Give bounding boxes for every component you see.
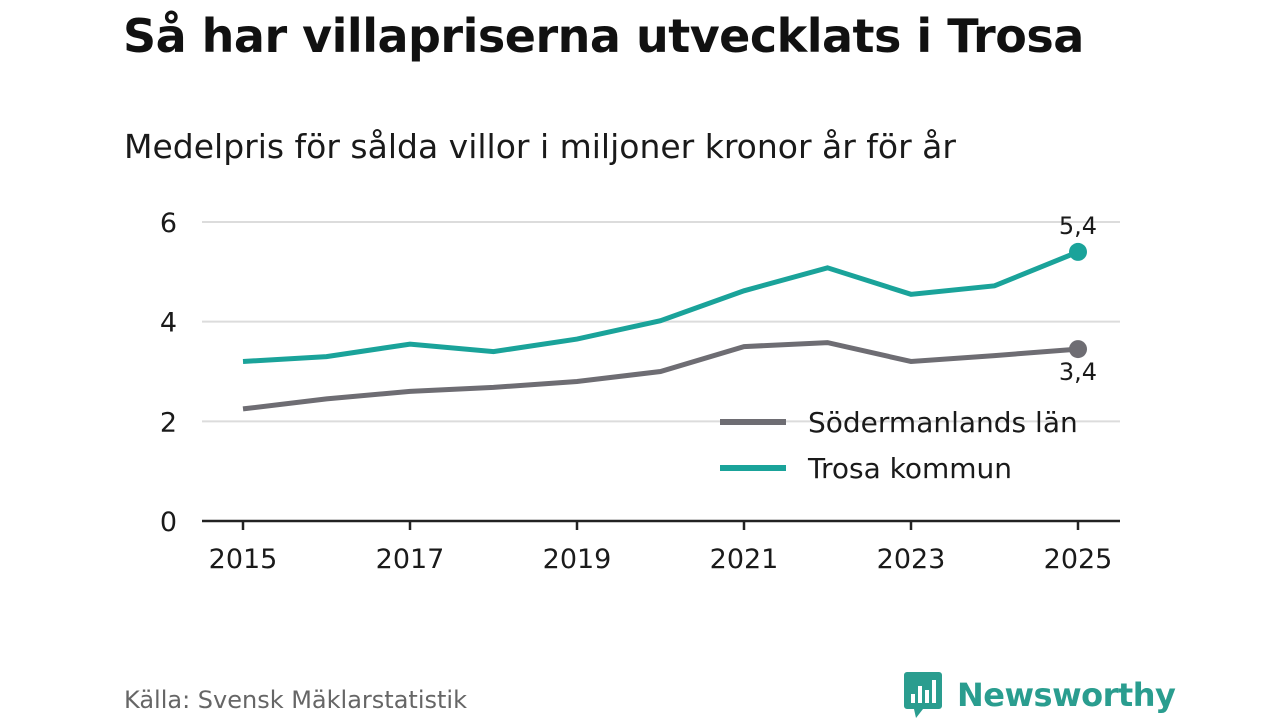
x-tick-label: 2025 xyxy=(1044,544,1113,575)
line-chart: 0 2 4 6 2015 2017 2019 2021 2023 2025 3,4 5,4 Söde… xyxy=(160,208,1120,575)
series-line-s-dermanlands-l-n xyxy=(242,340,1079,412)
axes: 0 2 4 6 2015 2017 2019 2021 2023 2025 xyxy=(160,208,1120,575)
y-tick-label: 6 xyxy=(160,208,177,239)
source-note: Källa: Svensk Mäklarstatistik xyxy=(124,686,467,714)
y-tick-label: 4 xyxy=(160,308,177,339)
brand-name: Newsworthy xyxy=(957,676,1176,714)
y-tick-label: 2 xyxy=(160,407,177,438)
series-line-trosa-kommun xyxy=(242,249,1079,364)
x-tick-label: 2023 xyxy=(877,544,946,575)
series-end-point xyxy=(1069,242,1087,261)
series-end-point xyxy=(1069,340,1087,359)
end-value-label: 5,4 xyxy=(1059,212,1097,240)
x-tick-label: 2019 xyxy=(543,544,612,575)
chart-subtitle: Medelpris för sålda villor i miljoner kr… xyxy=(124,127,956,166)
y-tick-label: 0 xyxy=(160,507,177,538)
legend-label: Trosa kommun xyxy=(807,452,1012,485)
brand-logo: Newsworthy xyxy=(903,670,1176,720)
legend: Södermanlands län Trosa kommun xyxy=(720,406,1078,485)
legend-label: Södermanlands län xyxy=(808,406,1078,439)
x-tick-label: 2021 xyxy=(710,544,779,575)
chart-title: Så har villapriserna utvecklats i Trosa xyxy=(123,9,1084,63)
end-value-label: 3,4 xyxy=(1059,358,1097,386)
series-lines xyxy=(242,242,1087,412)
x-tick-label: 2015 xyxy=(209,544,278,575)
x-tick-label: 2017 xyxy=(376,544,445,575)
end-labels: 3,4 5,4 xyxy=(1059,212,1097,386)
newsworthy-logo-icon xyxy=(904,672,942,718)
